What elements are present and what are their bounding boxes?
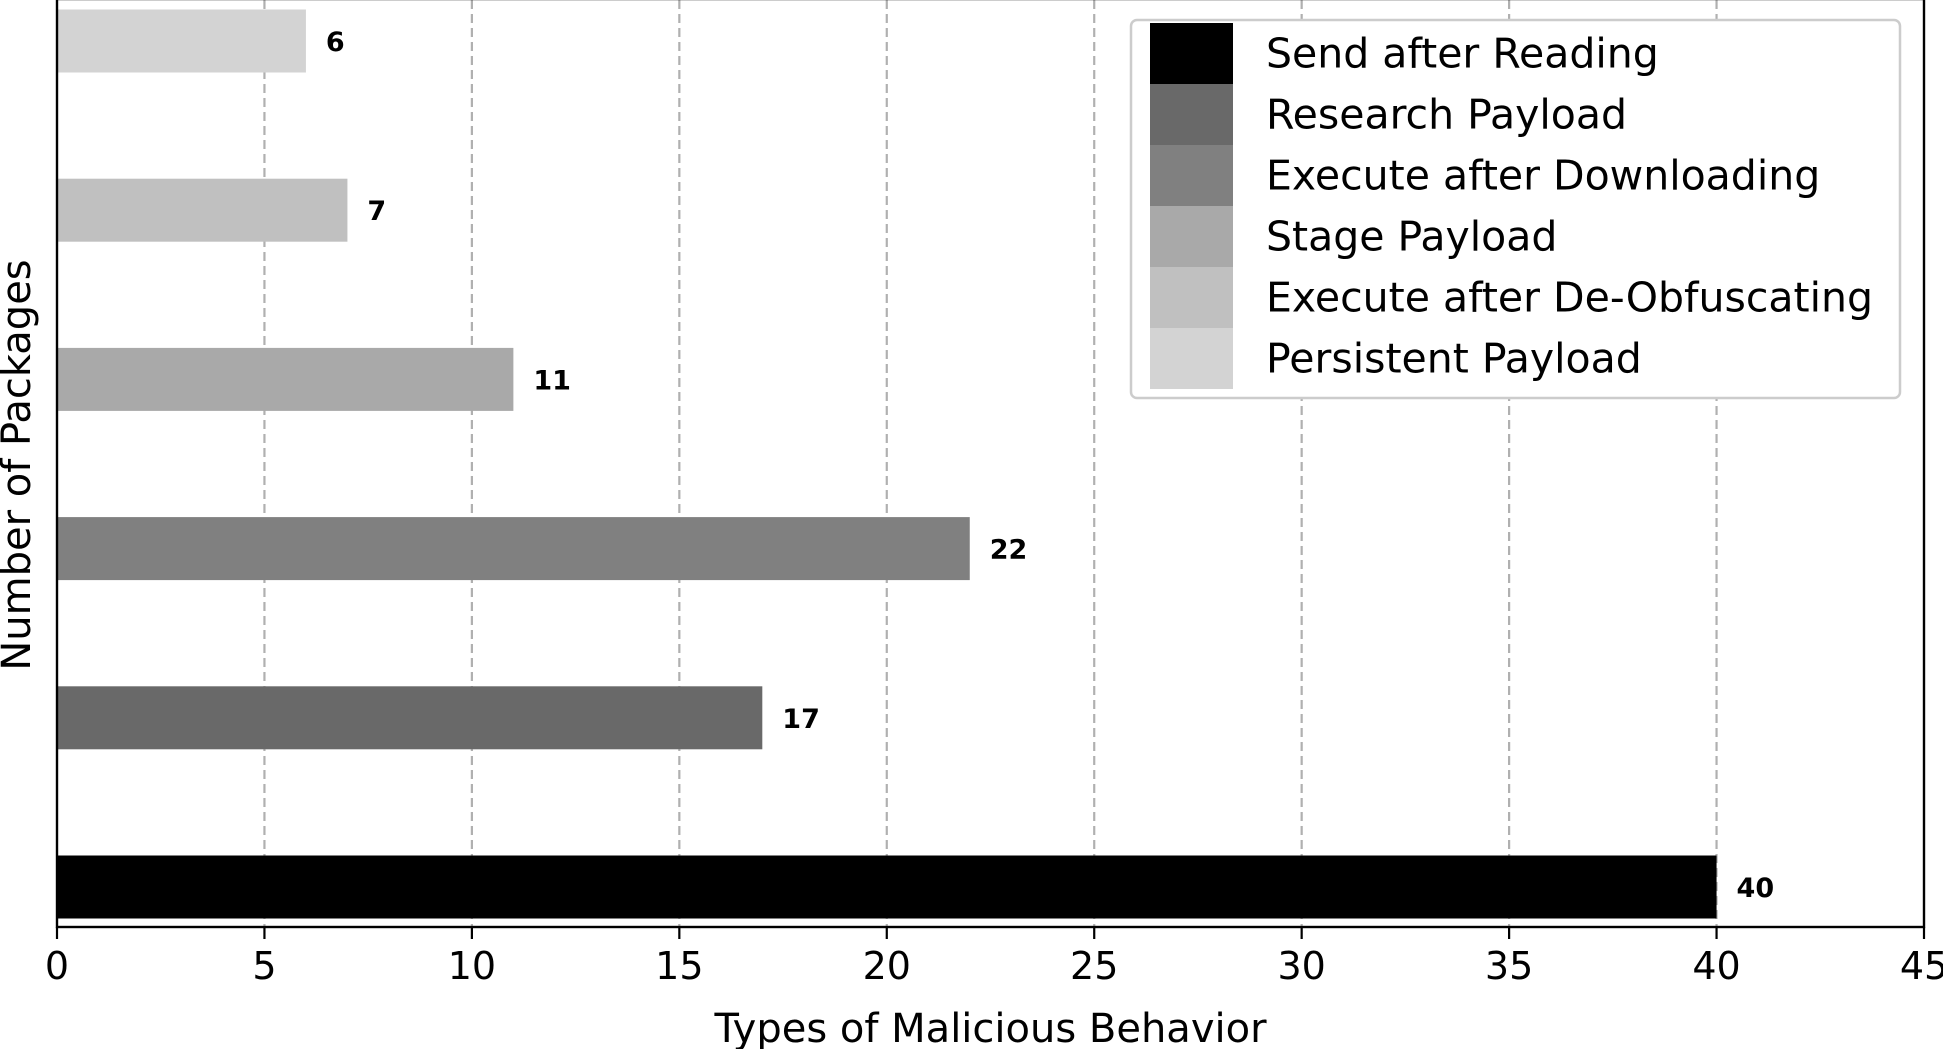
bar xyxy=(57,855,1717,919)
bar xyxy=(57,517,970,581)
bar xyxy=(57,686,763,750)
bar-value-label: 6 xyxy=(326,27,345,58)
bar xyxy=(57,347,514,411)
x-tick-label: 30 xyxy=(1277,944,1325,988)
bar-value-label: 22 xyxy=(990,535,1028,566)
bar-value-label: 40 xyxy=(1737,873,1775,904)
y-axis-title: Number of Packages xyxy=(0,259,40,670)
legend-label: Send after Reading xyxy=(1266,30,1659,78)
legend-frame xyxy=(1129,18,1902,400)
legend-swatch xyxy=(1150,84,1233,145)
x-axis-title: Types of Malicious Behavior xyxy=(713,1006,1267,1049)
axis-layer: 0 5 10 15 20 25 30 35 40 45 xyxy=(45,0,1943,988)
x-tick-label: 35 xyxy=(1485,944,1533,988)
x-tick-label: 5 xyxy=(252,944,276,988)
legend-label: Stage Payload xyxy=(1266,213,1557,261)
bar-layer: 40 17 22 11 7 6 xyxy=(57,9,1775,919)
legend-label: Research Payload xyxy=(1266,91,1627,139)
x-tick-label: 0 xyxy=(45,944,69,988)
legend-swatch xyxy=(1150,206,1233,267)
legend-label: Execute after Downloading xyxy=(1266,152,1820,200)
legend-swatch xyxy=(1150,145,1233,206)
plot-frame xyxy=(55,0,1926,929)
legend-swatch xyxy=(1150,23,1233,84)
legend: Send after Reading Research Payload Execut… xyxy=(1129,18,1902,400)
bar-value-label: 11 xyxy=(533,365,571,396)
legend-swatch xyxy=(1150,267,1233,328)
x-tick-label: 25 xyxy=(1070,944,1118,988)
x-tick-label: 15 xyxy=(655,944,703,988)
bar xyxy=(57,9,306,73)
x-tick-label: 45 xyxy=(1900,944,1943,988)
legend-swatch xyxy=(1150,328,1233,389)
bar-value-label: 17 xyxy=(782,704,820,735)
bar-value-label: 7 xyxy=(367,196,386,227)
bar xyxy=(57,178,348,242)
x-tick-label: 40 xyxy=(1692,944,1740,988)
x-tick-label: 10 xyxy=(448,944,496,988)
legend-label: Execute after De-Obfuscating xyxy=(1266,274,1873,322)
x-tick-label: 20 xyxy=(863,944,911,988)
legend-label: Persistent Payload xyxy=(1266,335,1642,383)
